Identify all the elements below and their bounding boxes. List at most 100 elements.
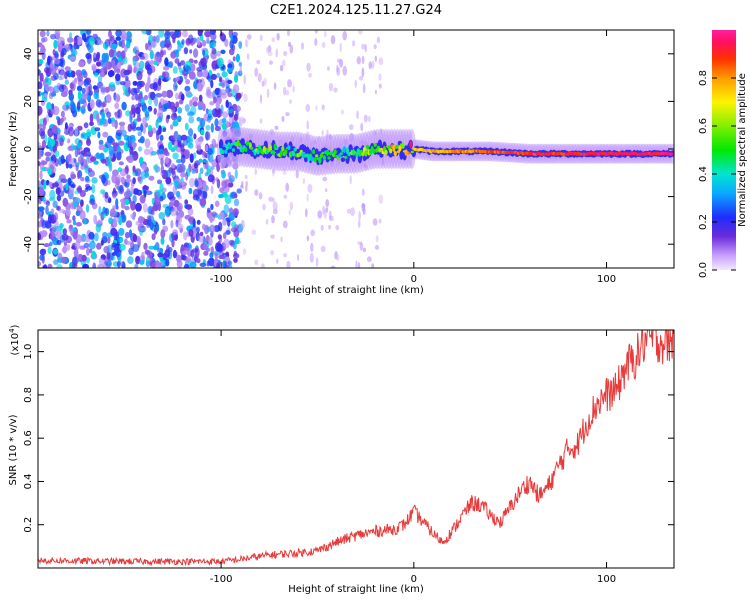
noise-spot	[47, 263, 53, 268]
noise-spot	[155, 223, 160, 233]
noise-spot	[158, 77, 162, 86]
noise-spot	[184, 122, 189, 131]
snr-panel: -100 0 100 0.2 0.4 0.6 0.8 1.0 Height of strai…	[8, 324, 675, 595]
colorbar-tick-label: 0.6	[698, 118, 709, 134]
noise-spot	[322, 176, 328, 182]
noise-spot	[214, 118, 219, 128]
noise-spot	[269, 60, 273, 65]
noise-spot	[236, 188, 242, 194]
noise-spot	[227, 260, 233, 265]
noise-spot	[98, 139, 104, 146]
noise-spot	[115, 30, 122, 38]
noise-spot	[160, 164, 164, 174]
noise-spot	[358, 210, 361, 221]
noise-spot	[136, 126, 142, 131]
noise-spot	[50, 33, 57, 40]
noise-spot	[139, 195, 146, 204]
noise-spot	[150, 209, 155, 216]
signal-core	[292, 151, 296, 157]
noise-spot	[121, 101, 127, 111]
noise-spot	[220, 49, 226, 54]
noise-spot	[132, 195, 137, 203]
noise-spot	[85, 30, 92, 35]
noise-spot	[177, 141, 182, 148]
noise-spot	[206, 165, 212, 174]
noise-spot	[218, 77, 223, 83]
noise-spot	[232, 208, 239, 217]
noise-spot	[180, 93, 185, 101]
noise-spot	[105, 42, 109, 49]
signal-core	[244, 147, 248, 152]
noise-spot	[150, 151, 157, 156]
noise-spot	[342, 30, 348, 41]
signal-core	[318, 156, 322, 164]
noise-spot	[89, 121, 94, 127]
noise-spot	[115, 73, 121, 82]
noise-spot	[164, 57, 169, 67]
noise-spot	[286, 260, 291, 268]
signal-core	[410, 150, 414, 154]
noise-spot	[104, 191, 109, 199]
snr-line	[38, 330, 674, 567]
noise-spot	[239, 65, 242, 75]
noise-spot	[258, 192, 263, 200]
noise-spot	[259, 34, 263, 42]
noise-spot	[138, 146, 143, 152]
noise-spot	[207, 109, 213, 117]
x-tick-label: 0	[411, 274, 417, 285]
noise-spot	[157, 127, 161, 136]
noise-spot	[288, 209, 291, 216]
noise-spot	[59, 117, 65, 123]
noise-spot	[159, 50, 164, 58]
noise-spot	[232, 37, 238, 45]
noise-spot	[196, 82, 203, 92]
noise-spot	[287, 30, 290, 37]
noise-spot	[150, 59, 154, 66]
noise-spot	[50, 92, 57, 97]
noise-spot	[96, 113, 100, 123]
signal-core	[287, 145, 291, 151]
noise-spot	[306, 120, 310, 130]
colorbar-tick-label: 0.2	[698, 214, 709, 230]
noise-spot	[209, 252, 214, 259]
noise-spot	[144, 82, 150, 93]
noise-spot	[114, 102, 120, 110]
noise-spot	[92, 262, 97, 268]
noise-spot	[199, 167, 204, 175]
snr-y-multiplier: (x104)	[8, 324, 21, 355]
noise-spot	[162, 127, 166, 132]
noise-spot	[185, 204, 193, 210]
noise-spot	[210, 32, 217, 41]
noise-spot	[161, 71, 166, 79]
noise-spot	[80, 133, 85, 139]
noise-spot	[125, 178, 132, 183]
noise-spot	[62, 245, 67, 254]
signal-core	[327, 156, 331, 160]
noise-spot	[131, 142, 137, 148]
signal-core	[281, 145, 285, 152]
noise-spot	[210, 185, 214, 195]
signal-core	[401, 142, 405, 149]
noise-spot	[48, 146, 53, 151]
noise-spot	[114, 93, 121, 103]
noise-spot	[76, 101, 81, 111]
noise-spot	[180, 154, 186, 164]
noise-spot	[161, 90, 168, 98]
noise-spot	[366, 256, 372, 263]
noise-spot	[82, 152, 89, 157]
noise-spot	[106, 244, 113, 254]
signal-core	[319, 153, 323, 159]
noise-spot	[40, 44, 46, 54]
noise-spot	[111, 59, 116, 69]
noise-spot	[106, 111, 112, 118]
noise-spot	[101, 174, 106, 184]
noise-spot	[191, 168, 196, 175]
noise-spot	[259, 118, 263, 124]
noise-spot	[174, 30, 180, 38]
noise-spot	[233, 257, 238, 263]
noise-spot	[192, 101, 198, 107]
noise-spot	[320, 245, 326, 253]
noise-spot	[64, 101, 70, 106]
noise-spot	[217, 57, 224, 68]
noise-spot	[115, 198, 119, 208]
